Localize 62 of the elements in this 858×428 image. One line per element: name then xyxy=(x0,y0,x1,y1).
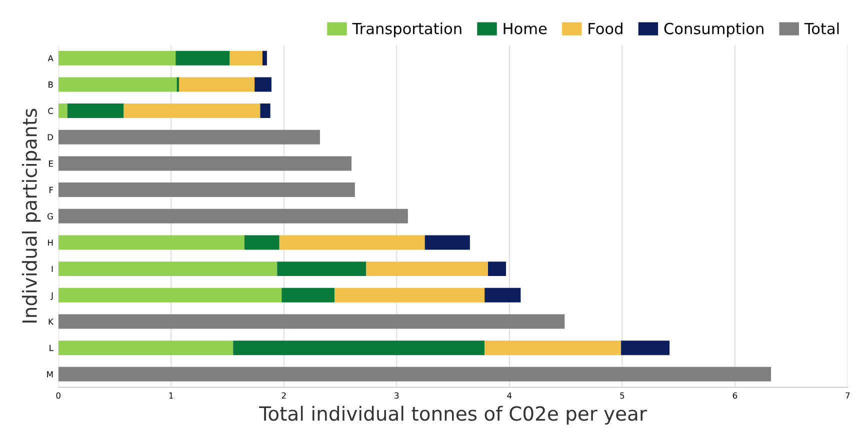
x-tick-label: 4 xyxy=(507,392,512,399)
bar xyxy=(58,262,278,276)
bar xyxy=(233,340,485,356)
bar xyxy=(67,104,124,118)
bar xyxy=(621,340,670,356)
bar xyxy=(254,77,272,92)
legend-label: Transportation xyxy=(352,22,462,38)
y-tick-label: E xyxy=(49,160,53,167)
y-tick-label: K xyxy=(48,318,54,325)
legend-label: Consumption xyxy=(664,22,764,38)
bar xyxy=(58,235,244,250)
bar xyxy=(484,288,521,302)
bar xyxy=(58,366,772,382)
bar xyxy=(279,235,425,250)
bar xyxy=(124,104,260,118)
bar xyxy=(230,50,262,66)
bar xyxy=(277,262,366,276)
legend-label: Total xyxy=(804,22,839,34)
bar xyxy=(58,314,565,329)
y-tick-label: B xyxy=(48,82,53,88)
bar xyxy=(58,77,177,92)
y-tick-label: L xyxy=(50,344,54,351)
legend-label: Food xyxy=(588,22,622,34)
x-tick-label: 1 xyxy=(169,392,173,399)
legend-label: Home xyxy=(504,22,547,34)
bar xyxy=(424,235,470,250)
y-tick-label: C xyxy=(48,108,54,114)
y-tick-label: H xyxy=(48,240,53,246)
y-axis-title: Individual participants xyxy=(22,108,41,323)
y-tick-label: J xyxy=(50,292,53,300)
bar xyxy=(58,130,320,144)
bar xyxy=(260,104,270,118)
x-tick-label: 5 xyxy=(620,392,624,399)
bar xyxy=(366,262,488,276)
bar xyxy=(176,50,230,66)
bar xyxy=(58,288,282,302)
bar xyxy=(282,288,335,302)
bar xyxy=(262,50,267,66)
y-tick-label: A xyxy=(48,55,54,62)
bar xyxy=(58,340,234,356)
y-tick-label: D xyxy=(48,134,53,140)
bar xyxy=(58,156,352,171)
bar xyxy=(484,340,622,356)
bar xyxy=(58,208,408,224)
x-axis-title: Total individual tonnes of C02e per year xyxy=(259,406,647,425)
y-tick-label: I xyxy=(52,266,53,272)
bar xyxy=(176,77,180,92)
y-tick-label: M xyxy=(47,371,53,378)
x-tick-label: 6 xyxy=(732,392,738,399)
bar xyxy=(58,50,176,66)
bar xyxy=(488,262,506,276)
bar xyxy=(58,182,355,198)
bar xyxy=(334,288,485,302)
bar xyxy=(244,235,280,250)
y-tick-label: G xyxy=(47,213,53,220)
y-tick-label: F xyxy=(50,186,53,193)
bar xyxy=(179,77,255,92)
x-tick-label: 2 xyxy=(282,392,286,399)
x-tick-label: 3 xyxy=(394,392,399,399)
x-tick-label: 7 xyxy=(846,392,850,399)
bar xyxy=(58,104,68,118)
x-tick-label: 0 xyxy=(56,392,60,399)
